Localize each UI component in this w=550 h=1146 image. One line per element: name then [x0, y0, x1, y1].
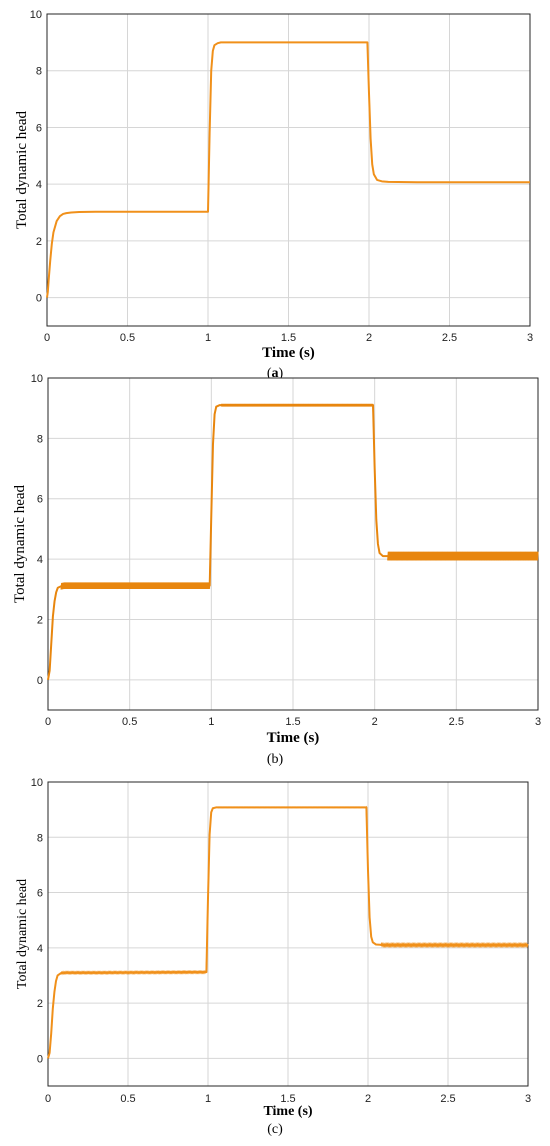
chart-a-plot: 0 0.5 1 1.5 2 2.5 3 0 2 4 6 8 10 Time (s) Total dynami… — [14, 9, 533, 360]
x-tick-label: 0.5 — [122, 716, 137, 728]
y-tick-label: 6 — [37, 888, 43, 900]
y-tick-label: 2 — [37, 998, 43, 1010]
x-tick-label: 3 — [525, 1093, 531, 1105]
y-tick-label: 2 — [36, 236, 42, 248]
chart-c-plot: 0 0.5 1 1.5 2 2.5 3 0 2 4 6 8 10 Time (s) Total dynami… — [15, 777, 531, 1119]
series-ripple — [387, 551, 539, 561]
x-tick-label: 1.5 — [280, 1093, 295, 1105]
series-line — [47, 404, 538, 680]
x-tick-label: 2.5 — [442, 332, 457, 344]
y-axis-label: Total dynamic head — [14, 110, 30, 229]
chart-b: 0 0.5 1 1.5 2 2.5 3 0 2 4 6 8 10 Time (s) Total dynami… — [0, 366, 550, 770]
x-tick-label: 2 — [366, 332, 372, 344]
chart-b-caption: (b) — [266, 752, 284, 767]
y-axis-label: Total dynamic head — [12, 484, 28, 603]
x-tick-label: 2.5 — [449, 716, 464, 728]
y-tick-label: 10 — [31, 373, 43, 385]
y-tick-label: 4 — [36, 179, 42, 191]
x-tick-label: 3 — [527, 332, 533, 344]
x-tick-label: 2 — [365, 1093, 371, 1105]
x-tick-label: 2.5 — [440, 1093, 455, 1105]
y-tick-label: 10 — [31, 777, 43, 789]
y-tick-label: 0 — [36, 293, 42, 305]
x-tick-label: 1 — [208, 716, 214, 728]
chart-c: 0 0.5 1 1.5 2 2.5 3 0 2 4 6 8 10 Time (s) Total dynami… — [0, 770, 550, 1146]
y-tick-label: 4 — [37, 554, 43, 566]
series-line — [47, 806, 528, 1059]
y-tick-label: 0 — [37, 675, 43, 687]
x-tick-label: 3 — [535, 716, 541, 728]
chart-a: 0 0.5 1 1.5 2 2.5 3 0 2 4 6 8 10 Time (s) Total dynami… — [0, 0, 550, 382]
y-tick-label: 6 — [37, 494, 43, 506]
series-ripple — [217, 805, 369, 871]
plot-frame — [47, 377, 539, 711]
y-tick-label: 0 — [37, 1053, 43, 1065]
chart-a-caption: (a) — [266, 366, 284, 381]
x-tick-label: 0 — [44, 332, 50, 344]
y-tick-label: 4 — [37, 943, 43, 955]
series-ripple — [380, 941, 529, 949]
x-axis-label: Time (s) — [267, 730, 320, 746]
x-tick-label: 2 — [372, 716, 378, 728]
x-axis-label: Time (s) — [262, 345, 315, 360]
x-tick-label: 0 — [45, 716, 51, 728]
y-tick-label: 8 — [36, 66, 42, 78]
x-tick-label: 0 — [45, 1093, 51, 1105]
series-line — [46, 41, 530, 298]
x-tick-label: 0.5 — [120, 1093, 135, 1105]
chart-c-caption: (c) — [267, 1122, 283, 1137]
y-tick-label: 8 — [37, 433, 43, 445]
y-tick-label: 8 — [37, 832, 43, 844]
x-tick-label: 1 — [205, 1093, 211, 1105]
plot-frame — [46, 13, 531, 327]
x-tick-label: 1 — [205, 332, 211, 344]
series-ripple — [60, 897, 209, 976]
x-tick-label: 1.5 — [285, 716, 300, 728]
x-tick-label: 0.5 — [120, 332, 135, 344]
x-tick-label: 1.5 — [281, 332, 296, 344]
y-tick-label: 2 — [37, 614, 43, 626]
series-ripple — [60, 510, 212, 590]
y-tick-label: 6 — [36, 122, 42, 134]
plot-frame — [47, 781, 529, 1087]
chart-b-plot: 0 0.5 1 1.5 2 2.5 3 0 2 4 6 8 10 Time (s) Total dynami… — [12, 373, 541, 746]
y-tick-label: 10 — [30, 9, 42, 21]
x-axis-label: Time (s) — [263, 1104, 312, 1119]
series-ripple — [220, 403, 376, 470]
y-axis-label: Total dynamic head — [15, 879, 30, 989]
